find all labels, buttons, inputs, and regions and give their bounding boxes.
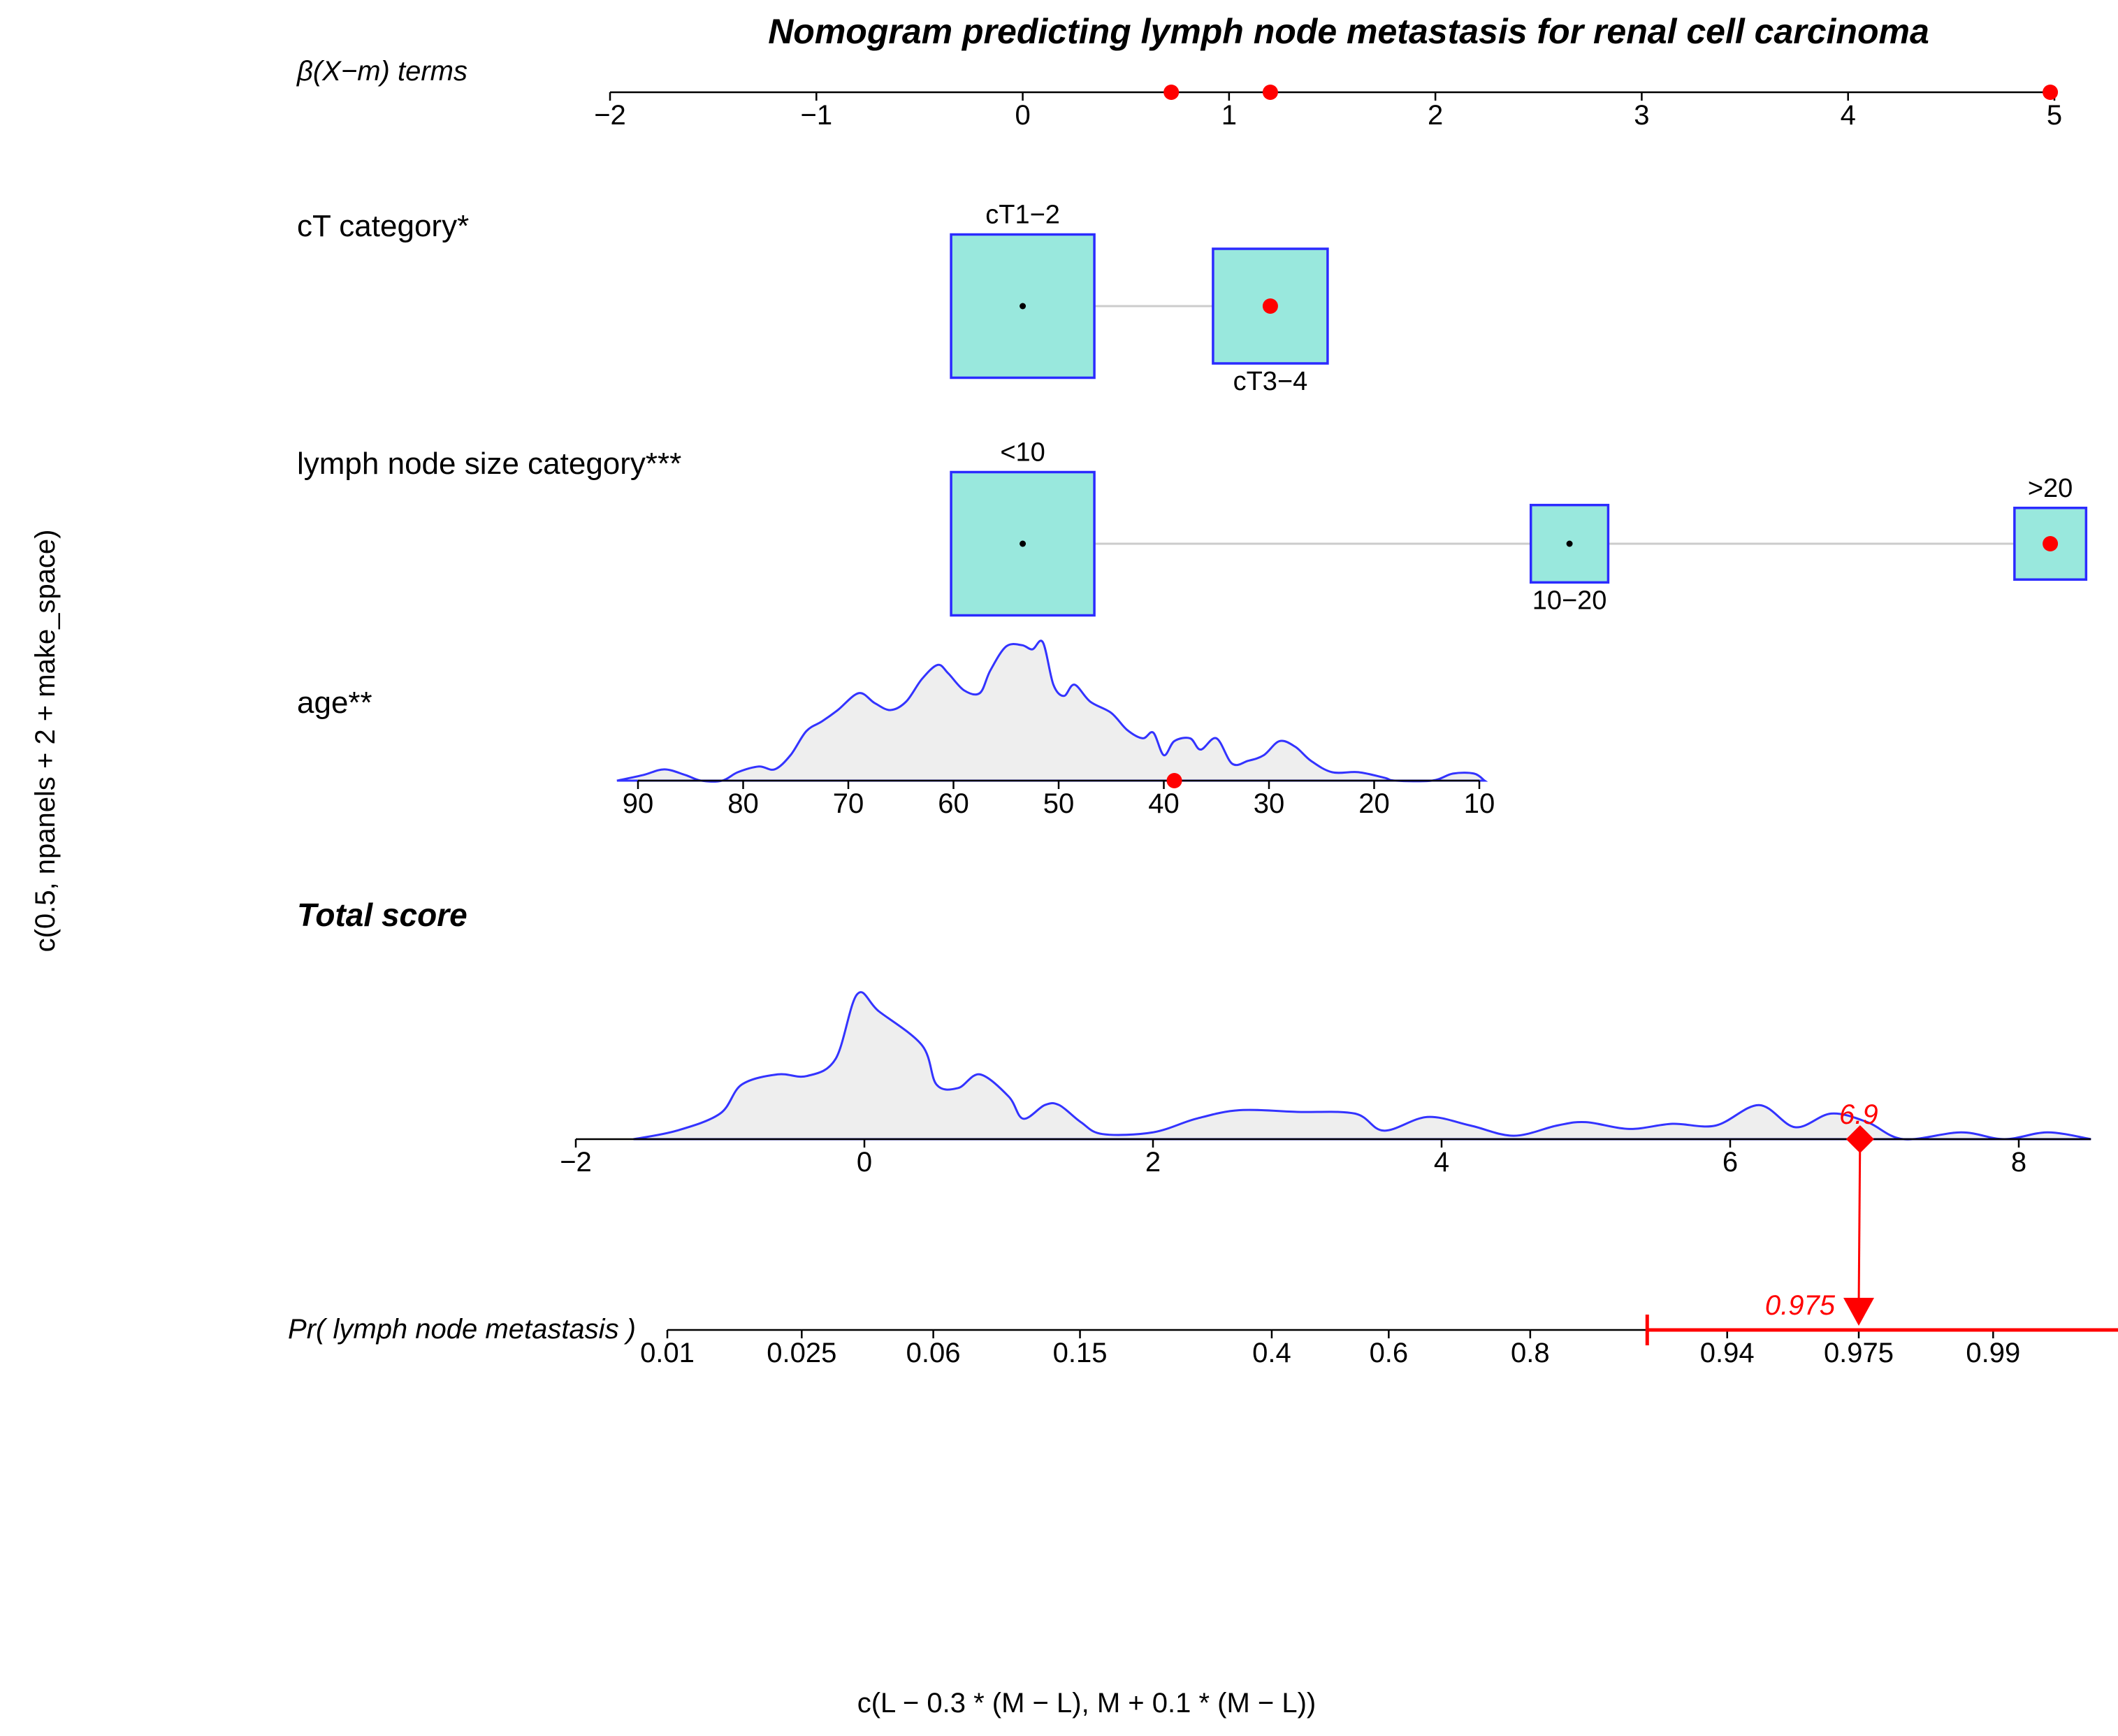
total-score-panel: −2 0 2 4 6 8 (560, 991, 2091, 1178)
probability-tick-label: 0.01 (640, 1338, 695, 1368)
age-panel: 90 80 70 60 50 40 30 20 10 (616, 639, 1495, 819)
category-selected-dot (2043, 536, 2059, 551)
category-label-20: >20 (2028, 474, 2073, 503)
age-tick-label: 70 (833, 788, 864, 819)
beta-selected-point (2043, 85, 2059, 100)
age-label: age** (297, 686, 372, 720)
category-label-10-20: 10−20 (1532, 586, 1607, 615)
ct-category-panel: cT1−2 cT3−4 (950, 201, 1329, 396)
probability-tick-label: 0.4 (1252, 1338, 1291, 1368)
probability-selected-triangle (1843, 1298, 1874, 1326)
category-label-ct3-4: cT3−4 (1233, 367, 1308, 396)
probability-tick-label: 0.15 (1053, 1338, 1108, 1368)
beta-tick-label: 1 (1221, 100, 1237, 131)
beta-axis: −2 −1 0 1 2 3 4 5 (594, 85, 2062, 131)
age-tick-label: 10 (1464, 788, 1495, 819)
category-center-dot (1020, 540, 1027, 547)
total-score-tick-label: 2 (1145, 1147, 1161, 1178)
total-score-density-curve (633, 991, 2091, 1141)
lymph-node-size-label: lymph node size category*** (297, 447, 681, 481)
total-score-selected-label: 6.9 (1839, 1099, 1878, 1130)
probability-axis: 0.01 0.025 0.06 0.15 0.4 0.6 0.8 0.94 0.975 0.99 (640, 1315, 2118, 1368)
age-tick-label: 50 (1043, 788, 1075, 819)
beta-tick-label: 0 (1015, 100, 1030, 131)
probability-axis-label: Pr( lymph node metastasis ) (288, 1314, 636, 1345)
projection-line (1857, 1138, 1862, 1307)
total-score-tick-label: 4 (1434, 1147, 1449, 1178)
total-score-selected-diamond (1845, 1125, 1874, 1153)
probability-tick-label: 0.975 (1824, 1338, 1894, 1368)
probability-tick-label: 0.6 (1370, 1338, 1409, 1368)
age-density-curve (616, 639, 1488, 783)
category-selected-dot (1262, 298, 1278, 314)
beta-tick-label: 3 (1634, 100, 1649, 131)
chart-title: Nomogram predicting lymph node metastasi… (768, 12, 1929, 51)
category-label-10: <10 (1000, 438, 1045, 468)
probability-tick-label: 0.8 (1511, 1338, 1550, 1368)
ct-category-label: cT category* (297, 209, 469, 243)
total-score-tick-label: 6 (1722, 1147, 1738, 1178)
beta-axis-label: β(X−m) terms (296, 56, 467, 87)
category-center-dot (1566, 540, 1573, 547)
beta-selected-point (1262, 85, 1278, 100)
probability-selected-label: 0.975 (1765, 1290, 1836, 1321)
probability-tick-label: 0.94 (1700, 1338, 1755, 1368)
y-axis-title: c(0.5, npanels + 2 + make_space) (30, 530, 61, 953)
age-tick-label: 20 (1358, 788, 1390, 819)
age-tick-label: 80 (727, 788, 759, 819)
age-tick-label: 90 (623, 788, 654, 819)
total-score-label: Total score (297, 897, 467, 933)
probability-tick-label: 0.06 (906, 1338, 961, 1368)
age-tick-label: 40 (1148, 788, 1180, 819)
lymph-node-size-panel: <10 10−20 >20 (950, 438, 2088, 617)
age-tick-label: 60 (938, 788, 969, 819)
age-tick-label: 30 (1254, 788, 1285, 819)
category-center-dot (1020, 303, 1027, 310)
beta-tick-label: 5 (2047, 100, 2062, 131)
beta-tick-label: 2 (1428, 100, 1443, 131)
beta-selected-point (1163, 85, 1180, 100)
total-score-tick-label: 8 (2011, 1147, 2026, 1178)
probability-tick-label: 0.025 (767, 1338, 836, 1368)
category-label-ct1-2: cT1−2 (985, 201, 1060, 230)
probability-tick-label: 0.99 (1966, 1338, 2020, 1368)
beta-tick-label: −1 (800, 100, 832, 131)
beta-tick-label: −2 (594, 100, 626, 131)
age-selected-point (1166, 773, 1182, 788)
projection-marker: 6.9 0.975 (1765, 1099, 1878, 1326)
x-axis-title: c(L − 0.3 * (M − L), M + 0.1 * (M − L)) (857, 1688, 1317, 1719)
beta-tick-label: 4 (1841, 100, 1856, 131)
total-score-tick-label: 0 (857, 1147, 872, 1178)
total-score-tick-label: −2 (560, 1147, 592, 1178)
